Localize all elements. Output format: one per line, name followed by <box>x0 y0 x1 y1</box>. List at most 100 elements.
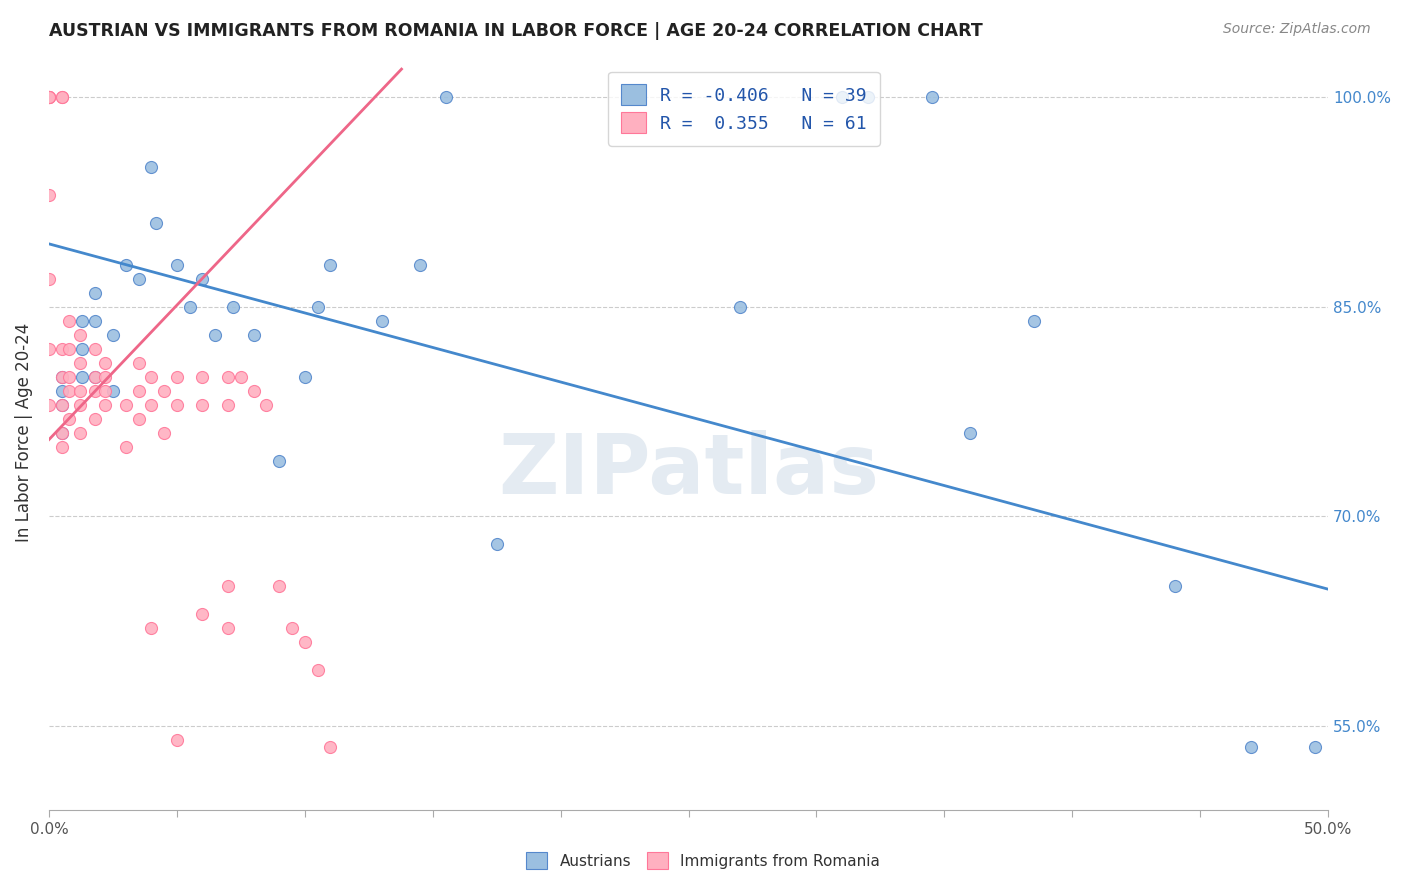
Point <box>128 272 150 286</box>
Point <box>84 369 107 384</box>
Point <box>319 258 342 272</box>
Point <box>294 635 316 649</box>
Point <box>269 453 291 467</box>
Text: Source: ZipAtlas.com: Source: ZipAtlas.com <box>1223 22 1371 37</box>
Point <box>58 342 80 356</box>
Point <box>38 90 60 104</box>
Text: ZIPatlas: ZIPatlas <box>498 430 879 511</box>
Point <box>191 607 214 622</box>
Point <box>84 342 107 356</box>
Point <box>128 384 150 398</box>
Point <box>69 425 91 440</box>
Point <box>1240 740 1263 755</box>
Point <box>141 621 163 635</box>
Point <box>101 327 124 342</box>
Point <box>166 733 188 747</box>
Point <box>94 384 117 398</box>
Point <box>51 384 73 398</box>
Point <box>166 369 188 384</box>
Point <box>179 300 201 314</box>
Point <box>242 327 264 342</box>
Point <box>204 327 226 342</box>
Point <box>191 272 214 286</box>
Point <box>58 314 80 328</box>
Point <box>38 342 60 356</box>
Point <box>145 216 167 230</box>
Point <box>141 369 163 384</box>
Point <box>94 356 117 370</box>
Point <box>114 398 136 412</box>
Point <box>254 398 277 412</box>
Point <box>191 369 214 384</box>
Point <box>229 369 252 384</box>
Point <box>217 398 239 412</box>
Point <box>51 440 73 454</box>
Point <box>69 398 91 412</box>
Point <box>831 90 853 104</box>
Point <box>51 90 73 104</box>
Point <box>84 285 107 300</box>
Point <box>70 342 93 356</box>
Point <box>51 398 73 412</box>
Point <box>307 663 329 677</box>
Point <box>269 579 291 593</box>
Point <box>166 258 188 272</box>
Point <box>51 425 73 440</box>
Point <box>242 384 264 398</box>
Point <box>294 369 316 384</box>
Point <box>319 740 342 755</box>
Point <box>114 440 136 454</box>
Point <box>153 425 176 440</box>
Point <box>141 398 163 412</box>
Point <box>38 398 60 412</box>
Point <box>69 356 91 370</box>
Point <box>58 384 80 398</box>
Point <box>485 537 508 551</box>
Point <box>128 356 150 370</box>
Point <box>84 384 107 398</box>
Point <box>434 90 457 104</box>
Text: AUSTRIAN VS IMMIGRANTS FROM ROMANIA IN LABOR FORCE | AGE 20-24 CORRELATION CHART: AUSTRIAN VS IMMIGRANTS FROM ROMANIA IN L… <box>49 22 983 40</box>
Point <box>307 300 329 314</box>
Point <box>217 579 239 593</box>
Point <box>58 369 80 384</box>
Point <box>51 342 73 356</box>
Point <box>84 369 107 384</box>
Point <box>1163 579 1185 593</box>
Point <box>1305 740 1327 755</box>
Point <box>94 369 117 384</box>
Point <box>38 90 60 104</box>
Point <box>217 369 239 384</box>
Point <box>69 327 91 342</box>
Point <box>38 272 60 286</box>
Point <box>84 314 107 328</box>
Point <box>51 369 73 384</box>
Point <box>94 398 117 412</box>
Point <box>959 425 981 440</box>
Point <box>1022 314 1045 328</box>
Point <box>141 160 163 174</box>
Point <box>370 314 392 328</box>
Legend: Austrians, Immigrants from Romania: Austrians, Immigrants from Romania <box>520 846 886 875</box>
Point <box>728 300 751 314</box>
Point <box>51 369 73 384</box>
Point <box>921 90 943 104</box>
Legend: R = -0.406   N = 39, R =  0.355   N = 61: R = -0.406 N = 39, R = 0.355 N = 61 <box>607 71 880 146</box>
Point <box>69 384 91 398</box>
Point <box>128 411 150 425</box>
Point <box>166 398 188 412</box>
Point <box>38 188 60 202</box>
Point <box>153 384 176 398</box>
Point <box>51 90 73 104</box>
Point <box>191 398 214 412</box>
Point <box>51 398 73 412</box>
Point <box>222 300 245 314</box>
Point <box>51 425 73 440</box>
Point <box>70 314 93 328</box>
Point <box>114 258 136 272</box>
Point <box>38 90 60 104</box>
Point <box>217 621 239 635</box>
Point <box>58 411 80 425</box>
Y-axis label: In Labor Force | Age 20-24: In Labor Force | Age 20-24 <box>15 323 32 542</box>
Point <box>409 258 432 272</box>
